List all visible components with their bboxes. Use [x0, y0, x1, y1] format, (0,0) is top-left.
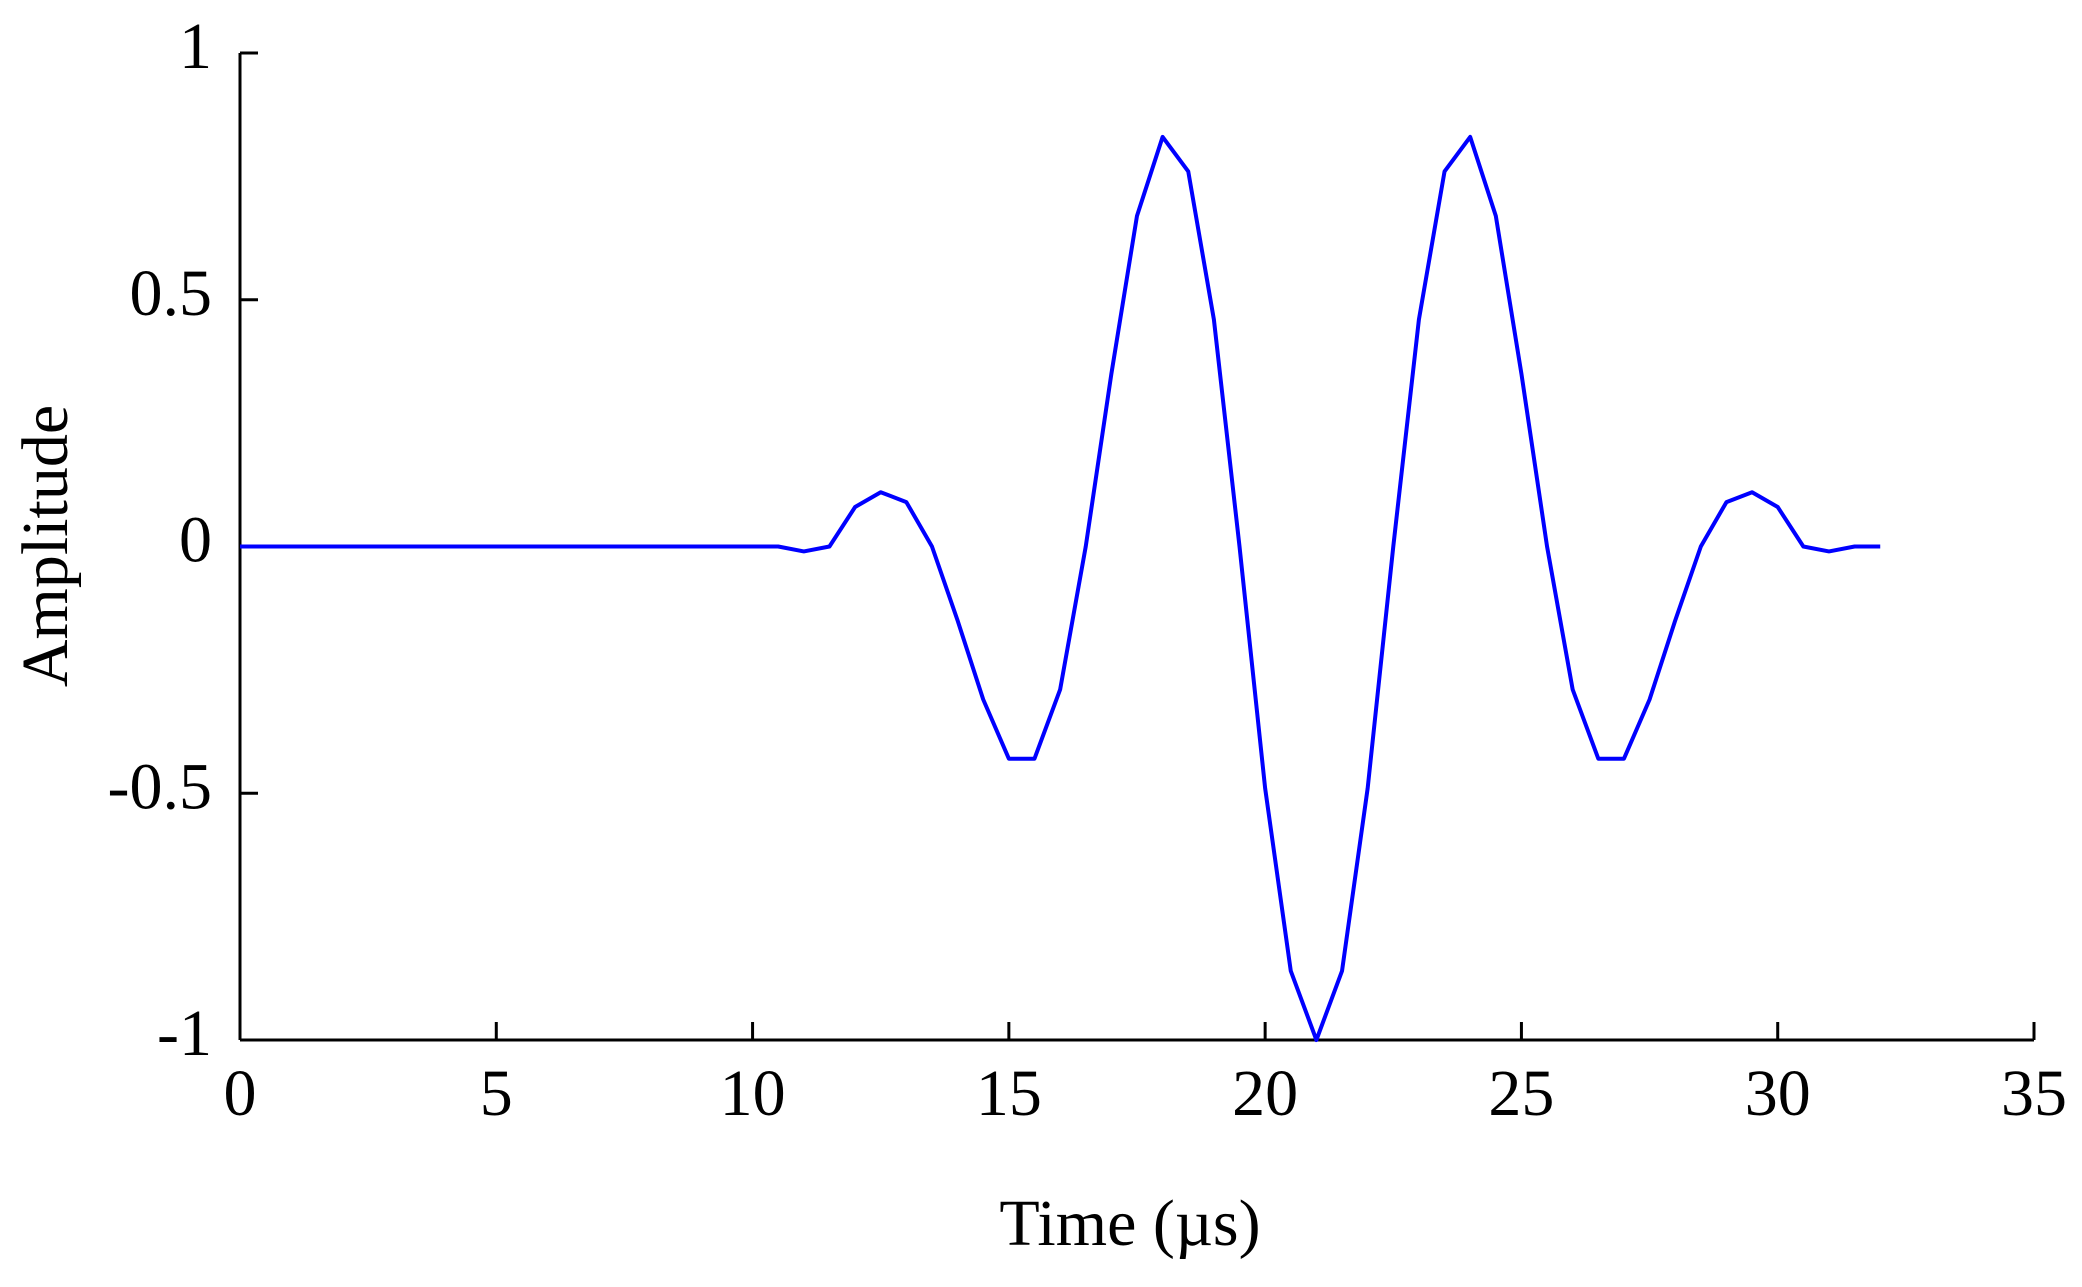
y-axis-label: Amplitude [9, 405, 82, 687]
y-tick-label: 0.5 [130, 257, 213, 330]
x-tick-label: 15 [976, 1057, 1042, 1130]
y-tick-label: 0 [179, 504, 212, 577]
x-tick-label: 0 [224, 1057, 257, 1130]
y-tick-label: 1 [179, 10, 212, 83]
x-tick-label: 35 [2001, 1057, 2067, 1130]
x-axis-label: Time (µs) [999, 1187, 1260, 1260]
x-tick-label: 5 [480, 1057, 513, 1130]
y-tick-label: -0.5 [108, 750, 212, 823]
x-tick-label: 25 [1488, 1057, 1554, 1130]
y-tick-label: -1 [157, 997, 212, 1070]
x-tick-label: 20 [1232, 1057, 1298, 1130]
x-tick-label: 30 [1745, 1057, 1811, 1130]
line-series [240, 134, 1881, 1042]
x-tick-label: 10 [720, 1057, 786, 1130]
